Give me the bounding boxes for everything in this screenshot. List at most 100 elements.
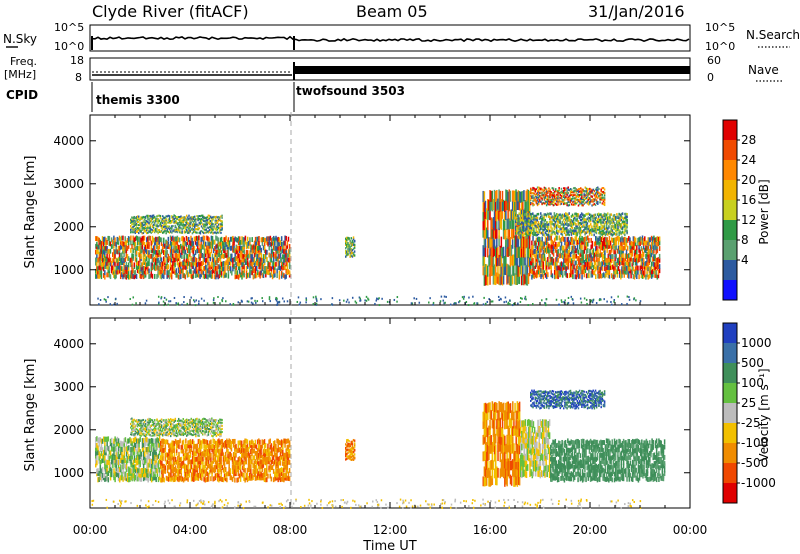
echo-cell	[243, 268, 246, 274]
echo-cell	[588, 231, 591, 235]
ground-scatter-cell	[454, 302, 456, 305]
echo-cell	[221, 266, 224, 272]
echo-cell	[580, 202, 582, 205]
ground-scatter-cell	[195, 299, 198, 302]
echo-cell	[621, 235, 623, 241]
echo-cell	[110, 260, 113, 266]
echo-cell	[578, 231, 581, 235]
echo-cell	[107, 268, 109, 274]
echo-cell	[581, 200, 583, 203]
echo-cell	[528, 223, 531, 226]
echo-cell	[524, 227, 526, 231]
echo-cell	[175, 252, 177, 258]
echo-cell	[276, 245, 278, 251]
echo-cell	[572, 203, 574, 206]
echo-cell	[252, 257, 255, 263]
echo-cell	[536, 245, 539, 251]
echo-cell	[181, 236, 183, 242]
echo-cell	[537, 246, 540, 251]
echo-cell	[517, 229, 519, 232]
echo-cell	[622, 220, 625, 223]
echo-cell	[276, 256, 278, 262]
echo-cell	[554, 231, 557, 235]
echo-cell	[175, 220, 178, 223]
echo-cell	[275, 253, 277, 259]
echo-cell	[650, 252, 653, 258]
colorbar-tick-label: 12	[741, 213, 756, 227]
echo-cell	[555, 199, 557, 202]
echo-cell	[352, 251, 355, 255]
echo-cell	[654, 254, 656, 260]
echo-cell	[98, 476, 100, 482]
echo-cell	[575, 191, 577, 194]
echo-cell	[565, 218, 567, 221]
echo-cell	[100, 438, 103, 444]
echo-cell	[102, 249, 105, 255]
echo-cell	[209, 215, 212, 218]
echo-cell	[573, 187, 575, 190]
echo-cell	[177, 221, 180, 224]
echo-cell	[562, 223, 565, 226]
echo-cell	[554, 220, 557, 224]
echo-cell	[490, 190, 492, 202]
echo-cell	[278, 265, 281, 271]
echo-cell	[150, 262, 153, 268]
echo-cell	[553, 214, 556, 218]
echo-cell	[553, 212, 556, 215]
echo-cell	[572, 260, 574, 265]
echo-cell	[624, 269, 627, 275]
echo-cell	[511, 264, 514, 276]
echo-cell	[226, 261, 229, 267]
echo-cell	[540, 220, 542, 224]
echo-cell	[183, 226, 186, 229]
echo-cell	[586, 212, 589, 216]
echo-cell	[249, 273, 251, 279]
echo-cell	[546, 225, 549, 229]
echo-cell	[565, 247, 567, 253]
echo-cell	[637, 254, 639, 260]
echo-cell	[586, 202, 589, 205]
echo-cell	[142, 240, 145, 246]
echo-cell	[529, 220, 532, 224]
echo-cell	[350, 247, 353, 251]
echo-cell	[117, 249, 120, 255]
echo-cell	[574, 236, 576, 242]
nsky-tick-top: 10^5	[54, 21, 84, 34]
echo-cell	[184, 249, 187, 255]
echo-cell	[142, 224, 145, 227]
echo-cell	[488, 199, 490, 211]
echo-cell	[166, 215, 169, 218]
echo-cell	[262, 269, 265, 275]
echo-cell	[589, 192, 591, 195]
echo-cell	[564, 240, 566, 246]
echo-cell	[135, 260, 138, 266]
echo-cell	[262, 237, 265, 242]
echo-cell	[593, 198, 596, 201]
ground-scatter-cell	[376, 297, 378, 300]
echo-cell	[173, 245, 175, 251]
echo-cell	[584, 245, 587, 251]
echo-cell	[564, 194, 566, 197]
colorbar-segment	[723, 140, 737, 161]
echo-cell	[141, 232, 143, 235]
echo-cell	[99, 270, 102, 275]
echo-cell	[170, 257, 173, 263]
echo-cell	[132, 268, 134, 274]
echo-cell	[534, 222, 536, 225]
echo-cell	[591, 189, 593, 192]
ground-scatter-cell	[212, 301, 215, 304]
echo-cell	[166, 240, 168, 246]
echo-cell	[104, 236, 106, 242]
ground-scatter-cell	[458, 301, 460, 304]
echo-cell	[526, 218, 528, 221]
echo-cell	[112, 265, 114, 271]
echo-cell	[580, 193, 582, 196]
echo-cell	[505, 228, 507, 240]
echo-cell	[573, 190, 575, 193]
echo-cell	[347, 249, 349, 252]
echo-cell	[254, 240, 257, 246]
echo-cell	[124, 243, 126, 249]
ground-scatter-cell	[298, 303, 301, 306]
echo-cell	[526, 230, 528, 233]
ground-scatter-cell	[283, 300, 285, 303]
